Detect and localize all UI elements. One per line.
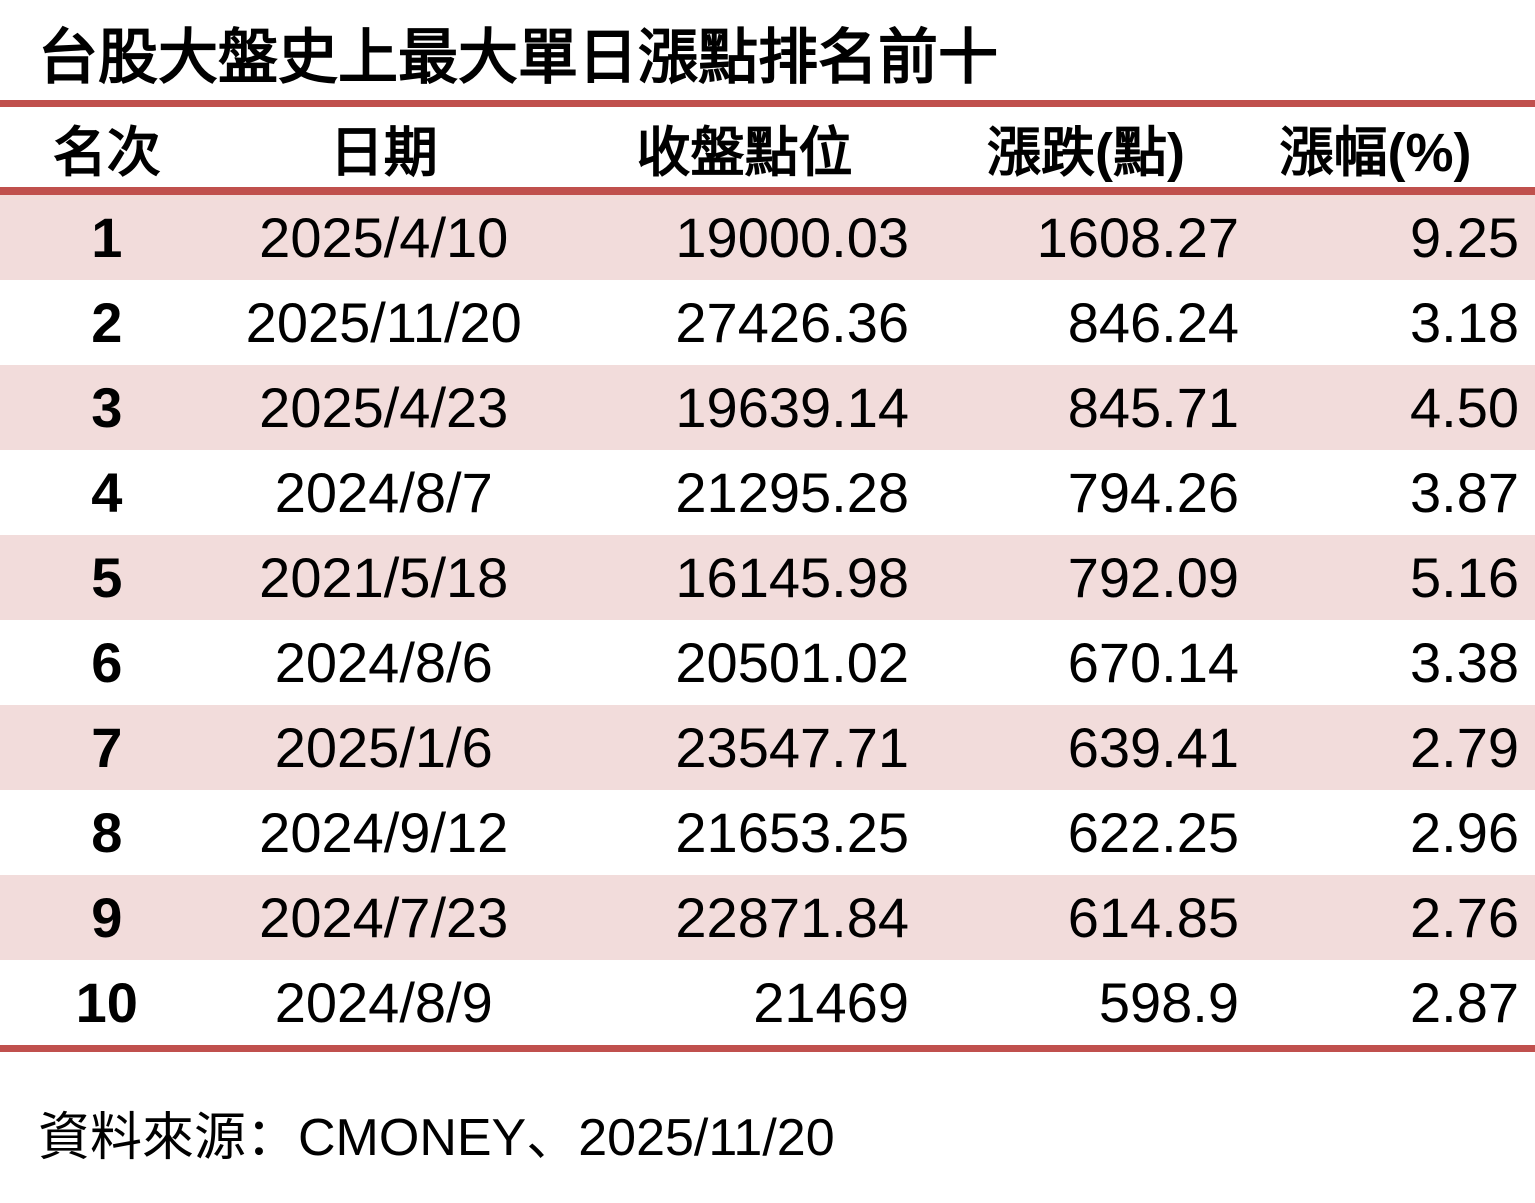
date-cell: 2025/4/10 — [259, 206, 509, 269]
pct-cell: 3.38 — [1410, 631, 1519, 694]
pct-cell: 3.87 — [1410, 461, 1519, 524]
rank-cell: 3 — [91, 376, 123, 439]
date-cell: 2024/8/9 — [199, 960, 568, 1052]
change-cell: 1608.27 — [1036, 206, 1239, 269]
change-cell: 670.14 — [1067, 631, 1239, 694]
ranking-table: 名次 日期 收盤點位 漲跌(點) 漲幅(%) 1 2025/4/10 19000… — [0, 107, 1535, 1052]
source-note: 資料來源：CMONEY、2025/11/20 — [38, 1109, 835, 1167]
table-row: 9 2024/7/23 22871.84 614.85 2.76 — [0, 875, 1535, 960]
col-header-close: 收盤點位 — [567, 107, 921, 195]
close-cell: 19000.03 — [675, 206, 909, 269]
table-header-row: 名次 日期 收盤點位 漲跌(點) 漲幅(%) — [0, 107, 1535, 195]
rank-cell: 8 — [91, 801, 123, 864]
close-cell: 21469 — [567, 960, 921, 1052]
date-cell: 2024/8/7 — [274, 461, 493, 524]
table-row: 5 2021/5/18 16145.98 792.09 5.16 — [0, 535, 1535, 620]
page-title: 台股大盤史上最大單日漲點排名前十 — [38, 24, 998, 91]
rank-cell: 9 — [91, 886, 123, 949]
date-cell: 2021/5/18 — [259, 546, 509, 609]
change-cell: 622.25 — [1067, 801, 1239, 864]
table-row: 8 2024/9/12 21653.25 622.25 2.96 — [0, 790, 1535, 875]
col-header-rank: 名次 — [0, 107, 200, 195]
rank-cell: 10 — [0, 960, 200, 1052]
change-cell: 614.85 — [1067, 886, 1239, 949]
change-cell: 598.9 — [920, 960, 1251, 1052]
change-cell: 846.24 — [1067, 291, 1239, 354]
pct-cell: 4.50 — [1410, 376, 1519, 439]
change-cell: 792.09 — [1067, 546, 1239, 609]
change-cell: 845.71 — [1067, 376, 1239, 439]
pct-cell: 5.16 — [1410, 546, 1519, 609]
col-header-change: 漲跌(點) — [920, 107, 1251, 195]
close-cell: 20501.02 — [675, 631, 909, 694]
date-cell: 2025/4/23 — [259, 376, 509, 439]
table-row: 4 2024/8/7 21295.28 794.26 3.87 — [0, 450, 1535, 535]
change-cell: 639.41 — [1067, 716, 1239, 779]
rank-cell: 4 — [91, 461, 123, 524]
table-row: 3 2025/4/23 19639.14 845.71 4.50 — [0, 365, 1535, 450]
close-cell: 21653.25 — [675, 801, 909, 864]
close-cell: 22871.84 — [675, 886, 909, 949]
date-cell: 2025/1/6 — [274, 716, 493, 779]
rank-cell: 5 — [91, 546, 123, 609]
change-cell: 794.26 — [1067, 461, 1239, 524]
pct-cell: 3.18 — [1410, 291, 1519, 354]
date-cell: 2024/7/23 — [259, 886, 509, 949]
date-cell: 2024/9/12 — [259, 801, 509, 864]
table-row: 10 2024/8/9 21469 598.9 2.87 — [0, 960, 1535, 1052]
rank-cell: 1 — [91, 206, 123, 269]
close-cell: 16145.98 — [675, 546, 909, 609]
pct-cell: 2.79 — [1410, 716, 1519, 779]
rank-cell: 7 — [91, 716, 123, 779]
pct-cell: 2.87 — [1251, 960, 1535, 1052]
title-divider — [0, 100, 1535, 107]
col-header-date: 日期 — [199, 107, 568, 195]
date-cell: 2025/11/20 — [245, 291, 522, 354]
table-row: 7 2025/1/6 23547.71 639.41 2.79 — [0, 705, 1535, 790]
close-cell: 21295.28 — [675, 461, 909, 524]
close-cell: 27426.36 — [675, 291, 909, 354]
date-cell: 2024/8/6 — [274, 631, 493, 694]
close-cell: 19639.14 — [675, 376, 909, 439]
pct-cell: 2.76 — [1410, 886, 1519, 949]
table-row: 1 2025/4/10 19000.03 1608.27 9.25 — [0, 191, 1535, 280]
pct-cell: 2.96 — [1410, 801, 1519, 864]
rank-cell: 2 — [91, 291, 123, 354]
close-cell: 23547.71 — [675, 716, 909, 779]
table-row: 6 2024/8/6 20501.02 670.14 3.38 — [0, 620, 1535, 705]
pct-cell: 9.25 — [1410, 206, 1519, 269]
col-header-pct: 漲幅(%) — [1251, 107, 1535, 195]
table-row: 2 2025/11/20 27426.36 846.24 3.18 — [0, 280, 1535, 365]
rank-cell: 6 — [91, 631, 123, 694]
